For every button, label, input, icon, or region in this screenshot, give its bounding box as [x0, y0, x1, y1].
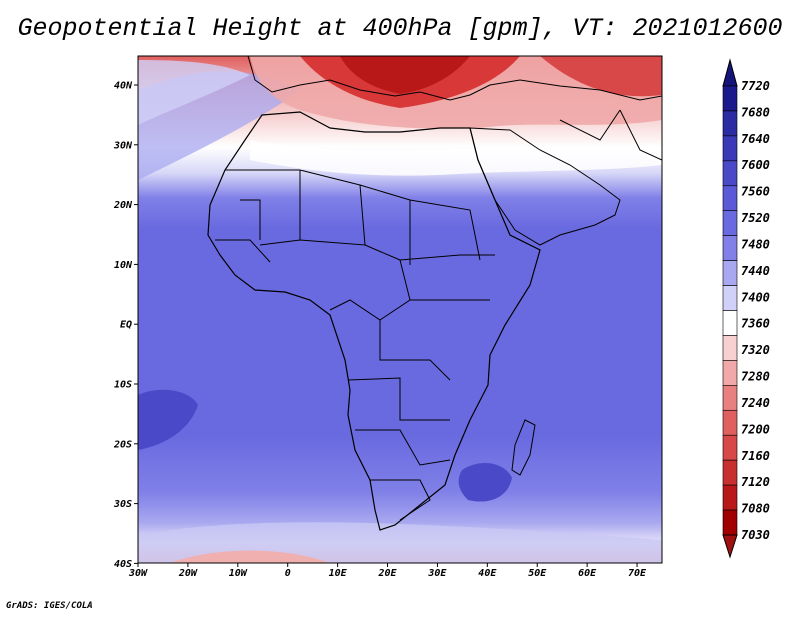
lon-label: 20W [178, 568, 198, 579]
lat-label: 30S [113, 499, 132, 510]
colorbar-swatch [722, 260, 738, 286]
colorbar-level-label: 7200 [741, 422, 770, 436]
colorbar-swatch [722, 85, 738, 112]
colorbar-swatch [722, 459, 738, 486]
colorbar-level-label: 7120 [741, 475, 770, 489]
lon-label: 30W [128, 568, 148, 579]
colorbar-swatch [722, 110, 738, 137]
lon-label: 70E [628, 568, 647, 579]
lat-label: 10S [114, 380, 132, 391]
lon-label: 40E [478, 568, 497, 579]
colorbar: 7720 7680 7640 7600 7560 7520 7480 7440 7400 7360… [722, 58, 770, 559]
colorbar-bottom-arrow [722, 534, 738, 559]
lon-label: 30E [427, 568, 447, 579]
lon-label: 10W [229, 568, 248, 579]
colorbar-level-label: 7400 [741, 290, 770, 304]
colorbar-level-label: 7560 [741, 185, 770, 199]
colorbar-level-label: 7360 [741, 317, 770, 331]
footer-credit: GrADS: IGES/COLA [6, 601, 93, 611]
colorbar-level-label: 7720 [741, 79, 770, 93]
colorbar-swatch [722, 484, 738, 511]
lat-label: 30N [113, 140, 133, 151]
lon-label: 60E [578, 568, 597, 579]
lat-axis: 40N 30N 20N 10N EQ 10S 20S 30S 40S [113, 81, 138, 570]
lon-label: 0 [285, 568, 291, 579]
colorbar-level-label: 7160 [741, 449, 770, 463]
colorbar-level-label: 7480 [741, 237, 770, 251]
lon-label: 50E [528, 568, 547, 579]
lon-label: 10E [329, 568, 348, 579]
colorbar-top-arrow [722, 58, 738, 87]
colorbar-swatch [722, 409, 738, 436]
colorbar-swatch [722, 160, 738, 187]
colorbar-swatch [722, 434, 738, 461]
colorbar-level-label: 7030 [741, 528, 770, 542]
colorbar-swatch [722, 335, 738, 361]
colorbar-swatch [722, 285, 738, 311]
colorbar-swatch [722, 185, 738, 212]
colorbar-swatch [722, 360, 738, 386]
lat-label: 10N [114, 260, 133, 271]
colorbar-level-label: 7240 [741, 396, 770, 410]
colorbar-swatch [722, 385, 738, 411]
colorbar-level-label: 7280 [741, 370, 770, 384]
lat-label: 20S [113, 439, 132, 450]
colorbar-swatch [722, 310, 738, 336]
lon-label: 20E [377, 568, 397, 579]
lat-label: 40N [114, 81, 133, 92]
colorbar-level-label: 7440 [741, 264, 770, 278]
lat-label: 40S [114, 559, 132, 570]
colorbar-swatch [722, 135, 738, 162]
colorbar-level-label: 7680 [741, 105, 770, 119]
lat-label: 20N [113, 200, 133, 211]
colorbar-swatch [722, 509, 738, 536]
colorbar-swatch [722, 210, 738, 236]
colorbar-level-label: 7320 [741, 343, 770, 357]
colorbar-level-label: 7640 [741, 132, 770, 146]
height-field [138, 56, 662, 563]
colorbar-level-label: 7600 [741, 158, 770, 172]
plot-frame [137, 55, 663, 564]
lat-label: EQ [120, 320, 132, 331]
lon-axis: 30W 20W 10W 0 10E 20E 30E 40E 50E 60E 70E [128, 563, 647, 579]
colorbar-level-label: 7080 [741, 502, 770, 516]
coastlines [207, 56, 662, 531]
colorbar-swatch [722, 235, 738, 261]
colorbar-level-label: 7520 [741, 211, 770, 225]
chart-title: Geopotential Height at 400hPa [gpm], VT:… [17, 14, 783, 43]
